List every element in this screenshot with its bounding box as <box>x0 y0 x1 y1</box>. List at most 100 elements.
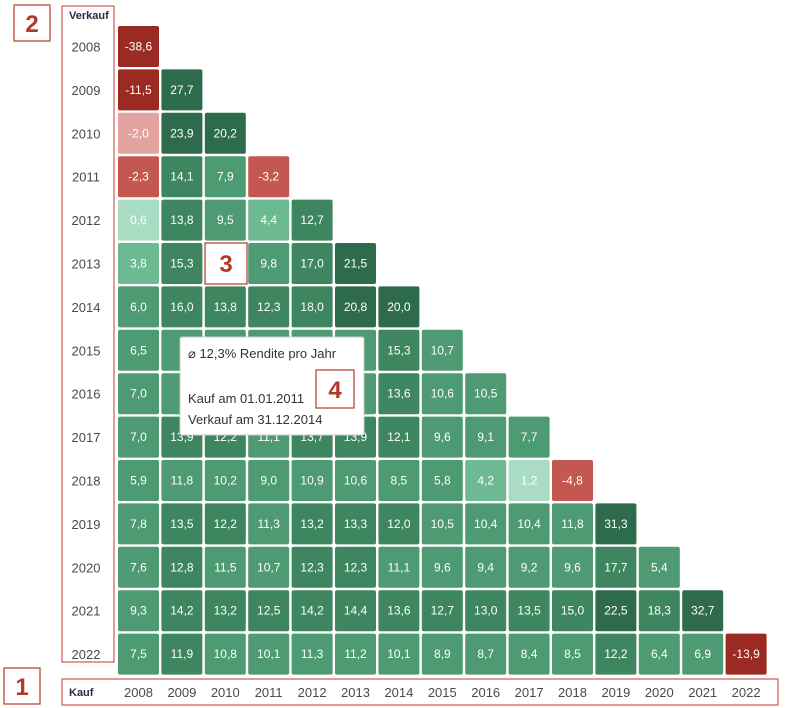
heatmap-cell[interactable] <box>378 590 420 632</box>
heatmap-cell[interactable] <box>291 243 333 284</box>
heatmap-cell[interactable] <box>682 590 724 632</box>
heatmap-cell[interactable] <box>118 460 159 501</box>
heatmap-cell[interactable] <box>335 590 376 632</box>
heatmap-cell[interactable] <box>595 546 637 588</box>
heatmap-cell[interactable] <box>552 503 593 545</box>
heatmap-cell[interactable] <box>378 329 420 371</box>
heatmap-cell[interactable] <box>204 503 246 545</box>
heatmap-cell[interactable] <box>248 546 290 588</box>
heatmap-cell[interactable] <box>118 26 159 67</box>
heatmap-cell[interactable] <box>421 329 463 371</box>
heatmap-cell[interactable] <box>118 633 159 675</box>
heatmap-cell[interactable] <box>335 546 376 588</box>
heatmap-cell[interactable] <box>378 460 420 501</box>
heatmap-cell[interactable] <box>421 416 463 458</box>
heatmap-cell[interactable] <box>378 416 420 458</box>
heatmap-cell[interactable] <box>465 503 507 545</box>
heatmap-cell[interactable] <box>204 199 246 241</box>
heatmap-cell[interactable] <box>595 590 637 632</box>
heatmap-cell[interactable] <box>421 373 463 415</box>
heatmap-cell[interactable] <box>118 69 159 111</box>
heatmap-cell[interactable] <box>508 460 550 501</box>
heatmap-cell[interactable] <box>161 156 203 198</box>
heatmap-cell[interactable] <box>248 286 290 328</box>
heatmap-cell[interactable] <box>118 329 159 371</box>
heatmap-cell[interactable] <box>595 633 637 675</box>
heatmap-cell[interactable] <box>682 633 724 675</box>
heatmap-cell[interactable] <box>638 633 680 675</box>
heatmap-cell[interactable] <box>552 590 593 632</box>
heatmap-cell[interactable] <box>248 633 290 675</box>
heatmap-cell[interactable] <box>118 416 159 458</box>
heatmap-cell[interactable] <box>335 503 376 545</box>
heatmap-cell[interactable] <box>161 460 203 501</box>
heatmap-cell[interactable] <box>725 633 767 675</box>
heatmap-cell[interactable] <box>335 460 376 501</box>
heatmap-cell[interactable] <box>508 503 550 545</box>
heatmap-cell[interactable] <box>552 633 593 675</box>
heatmap-cell[interactable] <box>335 286 376 328</box>
heatmap-cell[interactable] <box>118 590 159 632</box>
heatmap-cell[interactable] <box>204 156 246 198</box>
heatmap-cell[interactable] <box>204 590 246 632</box>
heatmap-cell[interactable] <box>421 633 463 675</box>
heatmap-cell[interactable] <box>335 633 376 675</box>
heatmap-cell[interactable] <box>118 156 159 198</box>
heatmap-cell[interactable] <box>421 503 463 545</box>
heatmap-cell[interactable] <box>291 546 333 588</box>
heatmap-cell[interactable] <box>118 546 159 588</box>
heatmap-cell[interactable] <box>118 243 159 284</box>
heatmap-cell[interactable] <box>508 416 550 458</box>
heatmap-cell[interactable] <box>291 286 333 328</box>
heatmap-cell[interactable] <box>508 590 550 632</box>
heatmap-cell[interactable] <box>161 286 203 328</box>
heatmap-cell[interactable] <box>465 460 507 501</box>
heatmap-cell[interactable] <box>378 286 420 328</box>
heatmap-cell[interactable] <box>465 590 507 632</box>
heatmap-cell[interactable] <box>161 503 203 545</box>
heatmap-cell[interactable] <box>248 199 290 241</box>
heatmap-cell[interactable] <box>508 633 550 675</box>
heatmap-cell[interactable] <box>378 503 420 545</box>
heatmap-cell[interactable] <box>465 546 507 588</box>
heatmap-cell[interactable] <box>204 112 246 154</box>
heatmap-cell[interactable] <box>161 243 203 284</box>
heatmap-cell[interactable] <box>638 546 680 588</box>
heatmap-cell[interactable] <box>248 503 290 545</box>
heatmap-cell[interactable] <box>204 546 246 588</box>
heatmap-cell[interactable] <box>161 199 203 241</box>
heatmap-cell[interactable] <box>291 590 333 632</box>
heatmap-cell[interactable] <box>465 373 507 415</box>
heatmap-cell[interactable] <box>291 503 333 545</box>
heatmap-cell[interactable] <box>421 546 463 588</box>
heatmap-cell[interactable] <box>118 112 159 154</box>
heatmap-cell[interactable] <box>248 460 290 501</box>
heatmap-cell[interactable] <box>161 633 203 675</box>
heatmap-cell[interactable] <box>161 546 203 588</box>
heatmap-cell[interactable] <box>595 503 637 545</box>
heatmap-cell[interactable] <box>291 460 333 501</box>
heatmap-cell[interactable] <box>248 590 290 632</box>
heatmap-cell[interactable] <box>118 373 159 415</box>
heatmap-cell[interactable] <box>204 460 246 501</box>
heatmap-cell[interactable] <box>291 199 333 241</box>
heatmap-cell[interactable] <box>378 373 420 415</box>
heatmap-cell[interactable] <box>248 156 290 198</box>
heatmap-cell[interactable] <box>204 286 246 328</box>
heatmap-cell[interactable] <box>161 590 203 632</box>
heatmap-cell[interactable] <box>552 460 593 501</box>
heatmap-cell[interactable] <box>421 590 463 632</box>
heatmap-cell[interactable] <box>118 503 159 545</box>
heatmap-cell[interactable] <box>378 546 420 588</box>
heatmap-cell[interactable] <box>335 243 376 284</box>
heatmap-cell[interactable] <box>465 633 507 675</box>
heatmap-cell[interactable] <box>465 416 507 458</box>
heatmap-cell[interactable] <box>161 69 203 111</box>
heatmap-cell[interactable] <box>118 286 159 328</box>
heatmap-cell[interactable] <box>508 546 550 588</box>
heatmap-cell[interactable] <box>291 633 333 675</box>
heatmap-cell[interactable] <box>638 590 680 632</box>
heatmap-cell[interactable] <box>248 243 290 284</box>
heatmap-cell[interactable] <box>204 633 246 675</box>
heatmap-cell[interactable] <box>378 633 420 675</box>
